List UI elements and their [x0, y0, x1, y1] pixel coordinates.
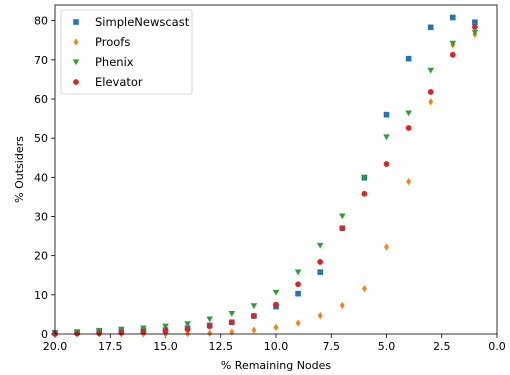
data-point	[317, 269, 323, 275]
data-point	[207, 329, 213, 337]
legend-marker-elevator	[73, 79, 79, 85]
data-point	[295, 319, 301, 327]
data-point	[251, 313, 257, 319]
x-axis-label: % Remaining Nodes	[221, 359, 332, 372]
series-elevator	[52, 24, 478, 337]
data-point	[427, 24, 434, 31]
data-point	[228, 319, 235, 326]
legend-label: Phenix	[95, 55, 134, 69]
data-point	[184, 321, 191, 328]
data-point	[362, 284, 367, 293]
data-point	[450, 14, 456, 21]
data-point	[206, 323, 213, 330]
y-tick-label: 40	[34, 171, 48, 184]
legend-label: SimpleNewscast	[95, 15, 190, 29]
legend: SimpleNewscast Proofs Phenix Elevator	[60, 9, 193, 95]
y-tick-label: 30	[34, 211, 48, 224]
data-point	[294, 269, 302, 276]
x-tick-label: 17.5	[98, 340, 123, 353]
data-point	[96, 330, 103, 337]
data-point	[361, 190, 368, 197]
data-point	[251, 326, 257, 334]
axis-ticks: 20.0 17.5 15.0 12.5 10.0 7.5 5.0 2.5 0.0 0 10 20 30 4…	[34, 15, 506, 353]
x-tick-label: 0.0	[488, 340, 506, 353]
data-point	[361, 174, 368, 181]
x-tick-label: 20.0	[43, 340, 68, 353]
data-point	[427, 89, 434, 95]
data-point	[273, 323, 279, 331]
data-point	[472, 24, 478, 30]
data-point	[383, 161, 390, 167]
data-point	[140, 325, 147, 332]
legend-marker-phenix	[72, 59, 80, 66]
data-point	[449, 51, 456, 58]
x-tick-label: 10.0	[264, 340, 289, 353]
data-point	[339, 213, 346, 220]
data-point	[316, 242, 324, 249]
data-points	[51, 14, 479, 338]
data-point	[428, 98, 434, 106]
plot-frame	[54, 4, 498, 335]
x-tick-label: 5.0	[378, 340, 396, 353]
y-tick-label: 0	[41, 328, 48, 341]
legend-box	[60, 9, 193, 95]
data-point	[383, 111, 390, 118]
y-tick-label: 10	[34, 289, 48, 302]
legend-marker-proofs	[73, 38, 79, 46]
data-point	[339, 301, 345, 310]
data-point	[229, 328, 235, 336]
data-point	[405, 110, 412, 117]
data-point	[295, 281, 301, 288]
y-tick-label: 20	[34, 250, 48, 263]
data-point	[317, 311, 323, 320]
data-point	[472, 19, 478, 26]
data-point	[295, 290, 301, 297]
x-tick-label: 2.5	[433, 340, 451, 353]
legend-marker-simplenewscast	[73, 19, 79, 25]
legend-label: Proofs	[95, 35, 130, 49]
data-point	[405, 55, 412, 62]
data-point	[162, 323, 169, 330]
data-point	[405, 125, 412, 131]
y-tick-label: 60	[34, 93, 48, 106]
data-point	[206, 316, 213, 323]
y-tick-label: 70	[34, 54, 48, 67]
data-point	[184, 326, 191, 333]
data-point	[273, 301, 279, 308]
y-axis-label: % Outsiders	[13, 136, 26, 203]
y-tick-label: 80	[34, 15, 48, 28]
data-point	[471, 29, 479, 36]
data-point	[228, 311, 236, 317]
x-tick-label: 15.0	[153, 340, 178, 353]
data-point	[140, 328, 147, 335]
data-point	[406, 178, 411, 186]
data-point	[118, 329, 125, 336]
data-point	[162, 327, 169, 334]
data-point	[339, 225, 346, 232]
data-point	[449, 40, 457, 47]
data-point	[317, 259, 324, 265]
x-tick-label: 12.5	[209, 340, 234, 353]
data-point	[384, 243, 389, 251]
data-point	[272, 289, 280, 296]
x-tick-label: 7.5	[323, 340, 341, 353]
data-point	[250, 303, 258, 309]
legend-label: Elevator	[95, 75, 143, 89]
data-point	[383, 134, 390, 141]
data-point	[427, 67, 434, 74]
y-tick-label: 50	[34, 132, 48, 145]
